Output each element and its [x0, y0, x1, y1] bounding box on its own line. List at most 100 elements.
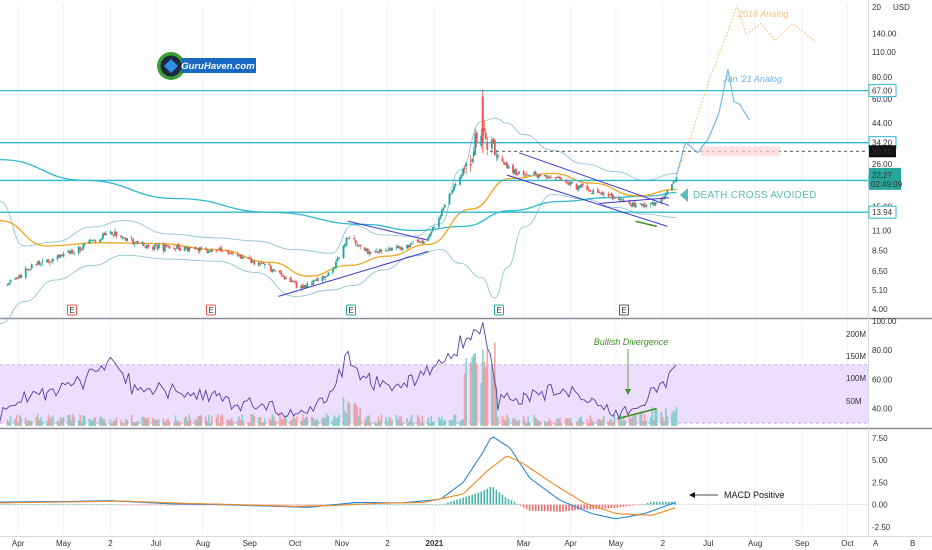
price-pane[interactable]: 2018 Analog Jan '21 Analog DEATH CROSS AVO… — [0, 4, 868, 325]
macd-histogram-bar — [313, 504, 316, 506]
candle-body — [483, 127, 486, 132]
earnings-marker[interactable] — [619, 304, 629, 316]
macd-histogram-bar — [153, 504, 156, 506]
macd-histogram-bar — [398, 504, 401, 506]
candle-body — [315, 279, 318, 281]
volume-bar — [17, 422, 19, 426]
candle-body — [391, 247, 393, 251]
macd-histogram-bar — [583, 504, 585, 510]
candle-body — [68, 250, 71, 254]
volume-bar — [634, 414, 637, 426]
volume-bar — [666, 416, 669, 426]
volume-bar — [300, 421, 302, 426]
volume-axis-tick: 150M — [846, 352, 866, 361]
volume-bar — [462, 419, 464, 426]
bullish-divergence-label: Bullish Divergence — [594, 337, 669, 347]
price-axis[interactable]: 4.005.106.508.5011.0015.0026.0044.0060.0… — [868, 3, 910, 314]
earnings-marker[interactable] — [346, 304, 356, 316]
candle-body — [121, 237, 124, 239]
earnings-marker[interactable] — [206, 304, 216, 316]
candle-body — [36, 261, 39, 266]
volume-bar — [342, 397, 345, 426]
volume-bar — [421, 416, 424, 426]
macd-histogram-bar — [649, 502, 652, 505]
macd-histogram-bar — [186, 504, 189, 506]
candle-body — [406, 244, 408, 249]
volume-bar — [241, 414, 243, 426]
last-price-tag-bg — [869, 167, 901, 190]
volume-bar — [560, 422, 563, 426]
volume-bar — [283, 416, 286, 426]
candle-body — [262, 263, 265, 264]
volume-bar — [8, 422, 10, 426]
macd-histogram-bar — [41, 504, 44, 505]
divergence-line-price — [635, 220, 657, 228]
volume-bar — [556, 418, 558, 426]
volume-bar — [368, 415, 371, 426]
candle-body — [226, 250, 228, 252]
volume-bar — [37, 414, 39, 426]
time-axis[interactable]: Apr May 2 Jul Aug Sep Oct Nov 2 2021 Mar Apr May 2 Jul… — [12, 539, 855, 548]
candle-body — [303, 285, 306, 289]
candle-body — [273, 269, 275, 272]
candle-body — [412, 241, 415, 243]
macd-histogram-bar — [317, 504, 319, 506]
time-axis-tick: Sep — [795, 539, 810, 548]
candle-body — [348, 237, 351, 239]
candle-body — [484, 132, 487, 140]
candle-body — [29, 269, 32, 271]
candle-body — [306, 283, 309, 288]
macd-histogram-bar — [65, 504, 68, 505]
earnings-marker[interactable] — [494, 304, 504, 316]
macd-histogram-bar — [283, 504, 286, 506]
candle-body — [419, 241, 422, 243]
candle-body — [439, 215, 442, 220]
candle-body — [666, 190, 669, 193]
candle-body — [369, 251, 372, 253]
volume-bar — [173, 422, 175, 426]
candle-body — [98, 240, 101, 243]
earnings-marker[interactable] — [67, 304, 77, 316]
volume-bar — [132, 422, 134, 426]
volume-bar — [419, 422, 422, 426]
macd-histogram-bar — [501, 494, 504, 505]
volume-bar — [257, 417, 260, 426]
macd-histogram-bar — [438, 504, 440, 506]
volume-bar — [195, 419, 198, 426]
trend-line — [599, 197, 669, 204]
candle-body — [100, 239, 103, 241]
rsi-pane[interactable]: Bullish Divergence — [0, 322, 868, 427]
candle-body — [179, 247, 181, 251]
rsi-line — [0, 322, 677, 422]
candle-body — [279, 270, 281, 273]
volume-bar — [481, 349, 484, 426]
macd-histogram-bar — [553, 504, 555, 512]
volume-bar — [126, 420, 128, 426]
candle-body — [6, 284, 9, 286]
volume-bar — [179, 422, 181, 426]
volume-bar — [516, 420, 519, 426]
volume-bar — [624, 420, 626, 426]
volume-bar — [304, 417, 307, 426]
bollinger-lower — [0, 194, 677, 325]
volume-bar — [14, 419, 16, 426]
volume-bar — [662, 417, 664, 426]
macd-pane[interactable]: MACD Positive — [0, 436, 868, 520]
volume-bar — [622, 416, 625, 426]
macd-histogram-bar — [292, 504, 295, 506]
macd-histogram-bar — [117, 504, 119, 506]
currency-label: USD — [893, 3, 910, 12]
candle-body — [386, 249, 389, 251]
volume-bar — [111, 422, 113, 426]
volume-bar — [197, 415, 200, 426]
candle-body — [227, 251, 230, 254]
logo: GuruHaven.com — [157, 52, 256, 80]
auto-scale-button: A — [873, 539, 879, 548]
volume-bar — [672, 410, 675, 426]
candle-body — [533, 171, 536, 175]
candle-body — [515, 169, 517, 175]
candle-body — [294, 280, 297, 283]
candle-body — [322, 275, 325, 278]
candle-body — [654, 202, 657, 206]
